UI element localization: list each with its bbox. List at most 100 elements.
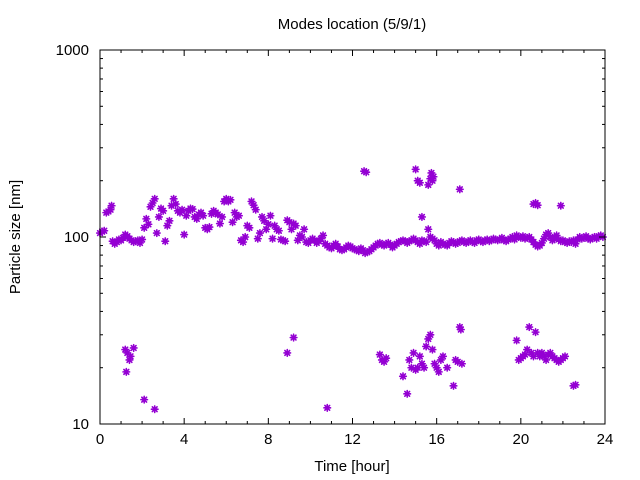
data-point bbox=[556, 201, 565, 210]
x-tick-label: 12 bbox=[344, 431, 361, 448]
data-point bbox=[213, 210, 222, 219]
chart-title: Modes location (5/9/1) bbox=[278, 16, 426, 33]
data-point bbox=[251, 205, 260, 214]
data-point bbox=[318, 231, 328, 240]
data-point bbox=[422, 237, 431, 247]
data-point bbox=[531, 328, 540, 337]
y-axis-label: Particle size [nm] bbox=[7, 180, 24, 294]
data-point bbox=[523, 345, 532, 354]
data-point bbox=[427, 168, 436, 178]
data-point bbox=[430, 359, 439, 368]
data-point bbox=[417, 359, 427, 368]
data-point bbox=[455, 185, 464, 194]
x-tick-label: 0 bbox=[96, 431, 104, 448]
data-point bbox=[163, 221, 172, 230]
data-point bbox=[405, 355, 414, 365]
data-point bbox=[449, 381, 458, 390]
data-point bbox=[424, 180, 433, 189]
data-point bbox=[552, 231, 561, 240]
data-point bbox=[457, 359, 467, 368]
data-point bbox=[289, 333, 298, 342]
data-point bbox=[167, 201, 176, 210]
data-point bbox=[438, 352, 448, 361]
data-point bbox=[453, 357, 462, 366]
data-point bbox=[188, 204, 197, 214]
data-point bbox=[281, 237, 290, 246]
data-point bbox=[199, 211, 208, 220]
data-point bbox=[417, 212, 427, 222]
y-tick-label: 100 bbox=[64, 229, 89, 246]
data-point bbox=[205, 222, 214, 232]
data-point bbox=[165, 216, 174, 225]
data-point bbox=[100, 226, 109, 235]
data-point bbox=[255, 228, 265, 238]
axis-layer: 0 4 8 12 16 20 24 10 100 1000 bbox=[56, 42, 614, 448]
x-tick-label: 4 bbox=[180, 431, 188, 448]
data-point bbox=[150, 405, 159, 414]
data-point bbox=[544, 228, 553, 238]
data-point bbox=[424, 225, 433, 234]
data-point bbox=[297, 232, 307, 242]
data-point bbox=[148, 198, 157, 208]
data-point bbox=[375, 350, 384, 359]
data-point bbox=[323, 403, 332, 412]
data-point bbox=[260, 216, 269, 225]
data-point bbox=[529, 352, 538, 361]
data-point bbox=[415, 352, 424, 361]
data-point bbox=[541, 355, 551, 365]
data-point bbox=[443, 363, 452, 372]
data-point bbox=[274, 226, 283, 235]
data-point bbox=[560, 352, 570, 361]
data-point bbox=[283, 348, 292, 358]
data-point bbox=[426, 330, 435, 339]
y-tick-label: 1000 bbox=[56, 42, 89, 59]
data-point bbox=[537, 238, 546, 247]
data-point bbox=[300, 225, 309, 234]
data-point bbox=[177, 205, 187, 214]
data-point bbox=[510, 235, 519, 244]
x-tick-label: 8 bbox=[264, 431, 272, 448]
data-point bbox=[362, 168, 371, 177]
data-point bbox=[422, 342, 431, 351]
data-point bbox=[137, 235, 147, 244]
data-point bbox=[150, 194, 159, 203]
data-point bbox=[424, 334, 433, 344]
data-point bbox=[192, 214, 201, 223]
data-point bbox=[140, 395, 149, 404]
x-tick-label: 20 bbox=[512, 431, 529, 448]
data-point bbox=[409, 348, 418, 358]
data-point bbox=[217, 212, 227, 222]
data-point bbox=[429, 172, 438, 181]
data-point bbox=[411, 165, 420, 174]
data-point bbox=[539, 234, 549, 243]
x-axis-label: Time [hour] bbox=[314, 458, 389, 475]
data-point bbox=[293, 236, 302, 245]
data-point bbox=[512, 336, 521, 345]
data-point bbox=[382, 354, 391, 363]
data-point bbox=[234, 211, 243, 220]
data-point bbox=[456, 325, 465, 334]
data-point bbox=[419, 363, 429, 372]
data-point bbox=[287, 225, 296, 234]
x-tick-label: 16 bbox=[428, 431, 445, 448]
data-point bbox=[226, 195, 235, 204]
data-point bbox=[432, 363, 441, 372]
data-point bbox=[257, 212, 267, 222]
data-point bbox=[126, 352, 135, 361]
data-point bbox=[520, 350, 530, 359]
data-point bbox=[533, 201, 542, 210]
points-layer bbox=[95, 165, 607, 414]
data-point bbox=[140, 223, 149, 232]
data-point bbox=[268, 234, 277, 243]
data-point bbox=[107, 201, 116, 210]
data-point bbox=[403, 389, 412, 398]
data-point bbox=[228, 218, 237, 227]
data-point bbox=[525, 322, 534, 332]
data-point bbox=[169, 194, 178, 203]
data-point bbox=[144, 220, 153, 229]
data-point bbox=[415, 178, 424, 187]
data-point bbox=[182, 211, 191, 220]
data-point bbox=[398, 372, 408, 381]
data-point bbox=[146, 202, 155, 211]
